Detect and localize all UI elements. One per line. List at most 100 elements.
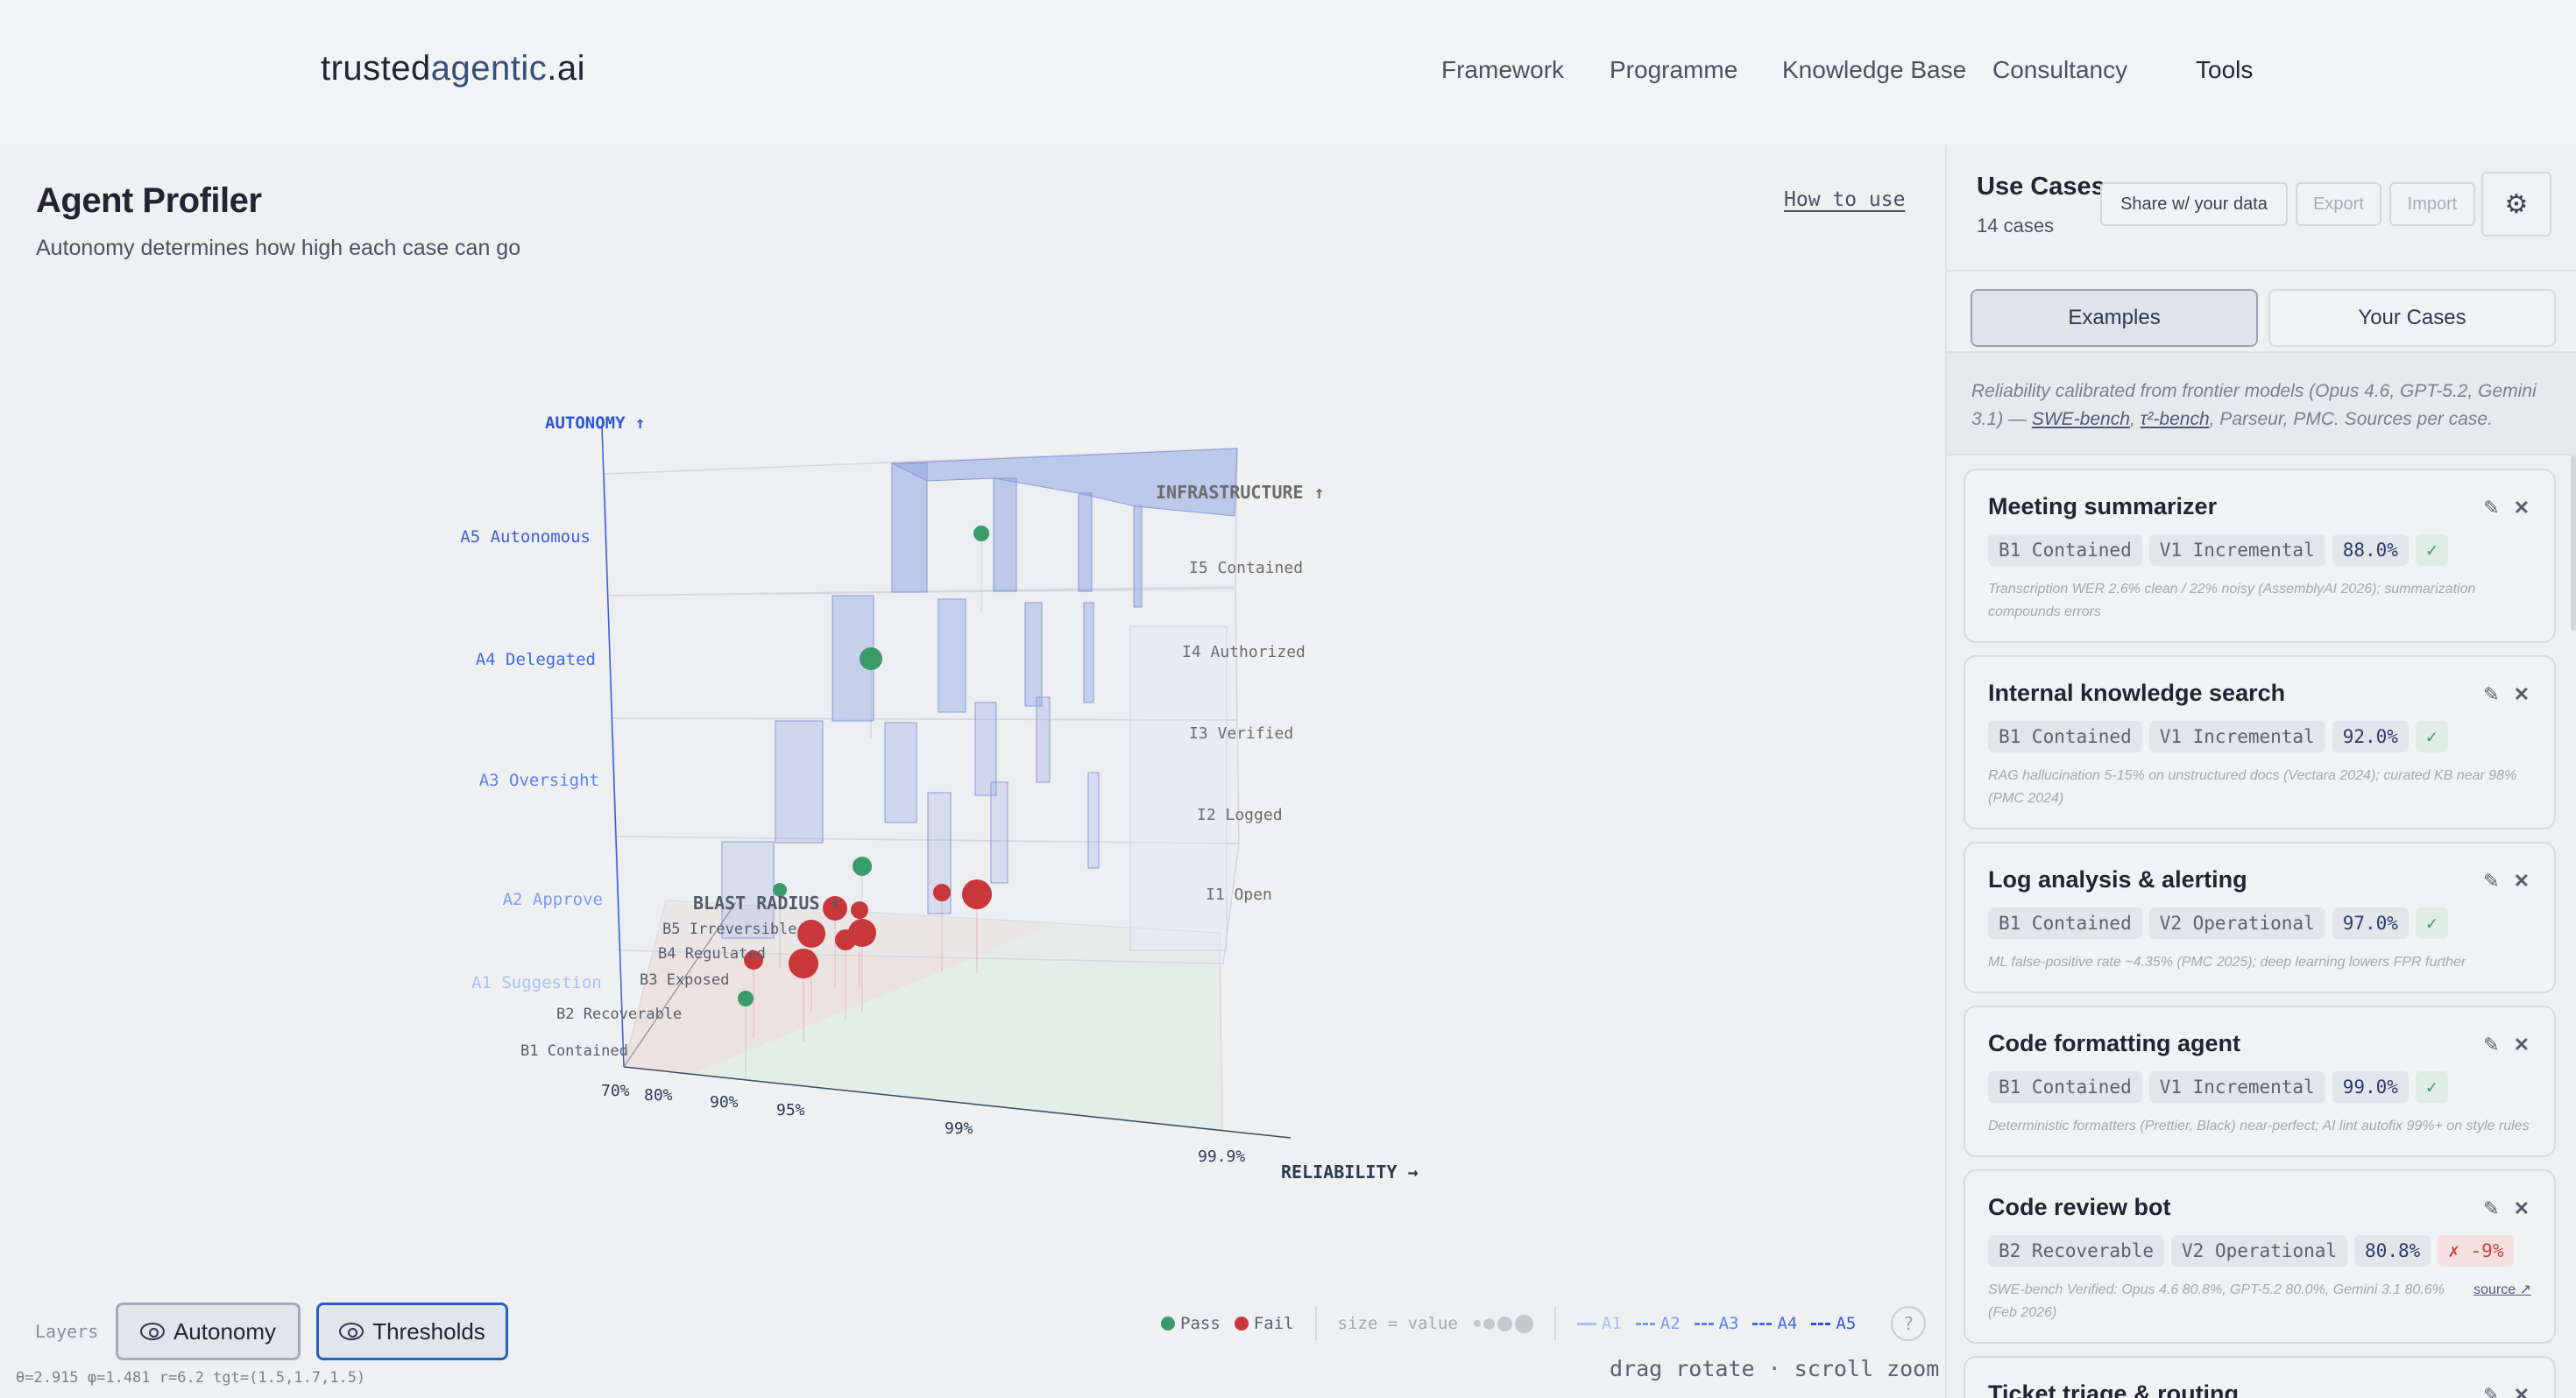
source-link[interactable]: source ↗ (2473, 1282, 2531, 1297)
case-list: Meeting summarizer ✎ ✕ B1 Contained V1 Incre… (1964, 469, 2556, 1398)
tau2-bench-link[interactable]: τ²-bench (2140, 409, 2210, 429)
case-card[interactable]: Meeting summarizer ✎ ✕ B1 Contained V1 Incre… (1964, 469, 2556, 643)
case-note: SWE-bench Verified: Opus 4.6 80.8%, GPT-… (1988, 1282, 2445, 1320)
tab-your-cases[interactable]: Your Cases (2268, 289, 2556, 347)
case-card[interactable]: Code review bot ✎ ✕ B2 Recoverable V2 Operat… (1964, 1169, 2556, 1344)
legend-a1: A1 (1576, 1314, 1622, 1333)
close-icon[interactable]: ✕ (2513, 497, 2530, 519)
logo-text-tld: .ai (547, 49, 586, 88)
logo[interactable]: trustedagentic.ai (321, 49, 585, 88)
interaction-hint: drag rotate · scroll zoom (1610, 1356, 1940, 1381)
tab-examples[interactable]: Examples (1971, 289, 2258, 347)
nav-tools[interactable]: Tools (2196, 56, 2254, 83)
legend-a4: A4 (1752, 1314, 1797, 1333)
nav-knowledge-base[interactable]: Knowledge Base (1782, 56, 1967, 83)
threshold-wall (775, 720, 824, 844)
profiler-3d-chart[interactable]: AUTONOMY ↑ A5 Autonomous A4 Delegated A3… (0, 145, 1945, 1398)
case-title: Ticket triage & routing (1988, 1380, 2240, 1398)
case-point-pass[interactable] (860, 647, 882, 670)
case-card[interactable]: Log analysis & alerting ✎ ✕ B1 Contained V2 … (1964, 842, 2556, 993)
import-button[interactable]: Import (2389, 182, 2475, 226)
case-point-fail[interactable] (744, 950, 763, 970)
tick-a3: A3 Oversight (479, 771, 599, 790)
case-note: Deterministic formatters (Prettier, Blac… (1988, 1119, 2530, 1133)
how-to-use-link[interactable]: How to use (1784, 188, 1906, 211)
threshold-wall (891, 462, 928, 593)
threshold-wall (1129, 625, 1228, 951)
tick-b5: B5 Irreversible (662, 921, 797, 938)
result-badge: ✓ (2415, 1071, 2448, 1103)
case-point-fail[interactable] (933, 884, 951, 901)
edit-icon[interactable]: ✎ (2483, 497, 2500, 519)
legend-pass: Pass (1180, 1314, 1221, 1333)
legend-fail: Fail (1253, 1314, 1294, 1333)
threshold-wall (1133, 505, 1143, 608)
legend-divider (1553, 1307, 1556, 1340)
reliability-chip: 80.8% (2354, 1235, 2431, 1267)
case-card[interactable]: Internal knowledge search ✎ ✕ B1 Contained V… (1964, 655, 2556, 830)
case-list-scrollbar[interactable] (2571, 455, 2576, 631)
edit-icon[interactable]: ✎ (2483, 870, 2500, 892)
autonomy-axis (601, 425, 625, 1068)
tick-i5: I5 Contained (1189, 559, 1303, 577)
close-icon[interactable]: ✕ (2513, 870, 2530, 892)
close-icon[interactable]: ✕ (2513, 1197, 2530, 1219)
logo-text-accent: agentic (430, 49, 548, 88)
nav-framework[interactable]: Framework (1441, 56, 1565, 83)
nav-programme[interactable]: Programme (1610, 56, 1738, 83)
case-point-pass[interactable] (773, 883, 787, 897)
edit-icon[interactable]: ✎ (2483, 1197, 2500, 1219)
layer-toggle-thresholds[interactable]: Thresholds (316, 1303, 508, 1360)
threshold-wall (1078, 492, 1093, 592)
profiler-main: AUTONOMY ↑ A5 Autonomous A4 Delegated A3… (0, 145, 1945, 1398)
blast-axis (623, 901, 737, 1068)
swe-bench-link[interactable]: SWE-bench (2031, 409, 2130, 429)
tick-r95: 95% (776, 1101, 805, 1119)
nav-consultancy[interactable]: Consultancy (1992, 56, 2128, 83)
layer-toggle-autonomy[interactable]: Autonomy (116, 1303, 301, 1360)
page-subtitle: Autonomy determines how high each case c… (36, 236, 521, 260)
settings-button[interactable]: ⚙ (2481, 172, 2551, 237)
blast-chip: B1 Contained (1988, 721, 2142, 752)
threshold-wall (721, 841, 775, 939)
close-icon[interactable]: ✕ (2513, 1384, 2530, 1398)
gear-icon: ⚙ (2504, 189, 2529, 219)
case-point-fail[interactable] (851, 901, 868, 919)
layer-toggle-label: Autonomy (173, 1317, 277, 1345)
threshold-walls (721, 448, 1238, 951)
case-card[interactable]: Code formatting agent ✎ ✕ B1 Contained V1 In… (1964, 1006, 2556, 1157)
case-title: Meeting summarizer (1988, 493, 2218, 519)
case-point-pass[interactable] (738, 991, 754, 1006)
case-point-fail[interactable] (823, 896, 847, 921)
case-point-fail[interactable] (797, 920, 825, 948)
threshold-wall (993, 477, 1017, 592)
close-icon[interactable]: ✕ (2513, 683, 2530, 705)
case-point-fail[interactable] (835, 929, 856, 950)
threshold-wall (1024, 602, 1043, 707)
tick-a1: A1 Suggestion (471, 973, 602, 992)
export-button[interactable]: Export (2296, 182, 2381, 226)
close-icon[interactable]: ✕ (2513, 1034, 2530, 1056)
help-button[interactable]: ? (1891, 1306, 1927, 1341)
threshold-wall (938, 598, 966, 713)
blast-chip: B1 Contained (1988, 907, 2142, 939)
threshold-wall (884, 722, 917, 823)
case-title: Log analysis & alerting (1988, 866, 2247, 893)
case-point-pass[interactable] (853, 857, 872, 876)
share-button[interactable]: Share w/ your data (2100, 182, 2288, 226)
tick-b3: B3 Exposed (640, 971, 729, 989)
case-point-pass[interactable] (973, 526, 989, 541)
divider (1947, 454, 2576, 455)
case-point-fail[interactable] (962, 879, 992, 909)
case-point-fail[interactable] (789, 949, 818, 978)
edit-icon[interactable]: ✎ (2483, 1034, 2500, 1056)
tick-r999: 99.9% (1198, 1147, 1245, 1166)
value-chip: V1 Incremental (2148, 1071, 2325, 1103)
panel-title: Use Cases (1977, 173, 2105, 201)
result-badge: ✓ (2415, 534, 2448, 566)
edit-icon[interactable]: ✎ (2483, 1384, 2500, 1398)
case-card[interactable]: Ticket triage & routing ✎ ✕ (1964, 1356, 2556, 1398)
tick-a4: A4 Delegated (476, 650, 596, 669)
edit-icon[interactable]: ✎ (2483, 683, 2500, 705)
divider (1947, 351, 2576, 353)
